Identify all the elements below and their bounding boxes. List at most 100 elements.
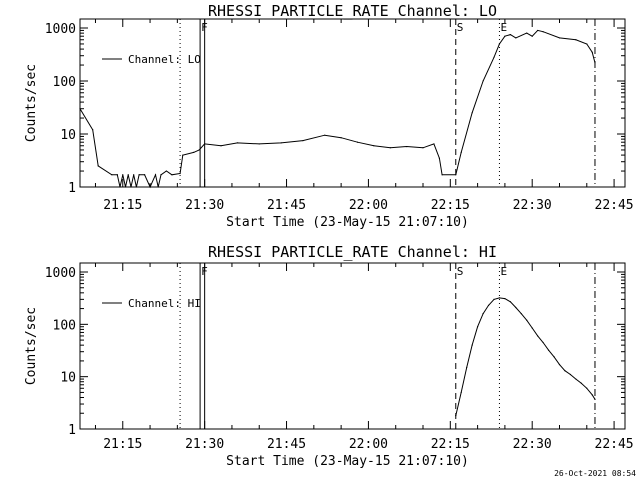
data-point	[487, 304, 490, 307]
y-tick-label: 10	[60, 371, 76, 386]
x-axis-label: Start Time (23-May-15 21:07:10)	[226, 454, 469, 469]
data-point	[138, 174, 140, 176]
data-point	[509, 301, 511, 303]
data-point	[340, 137, 342, 139]
data-point	[477, 326, 479, 328]
x-tick-label: 21:30	[185, 198, 224, 213]
data-point	[526, 32, 528, 34]
data-point	[537, 29, 539, 32]
data-point	[493, 298, 495, 300]
data-point	[531, 327, 533, 329]
y-axis-label: Counts/sec	[24, 64, 39, 142]
chart-panel-2: RHESSI PARTICLE_RATE Channel: HI 21:15 21:…	[24, 243, 634, 469]
x-tick-label: 22:45	[595, 437, 634, 452]
x-tick-label: 21:45	[267, 437, 306, 452]
data-point	[558, 364, 561, 366]
data-point	[258, 143, 260, 145]
y-tick-label: 1	[68, 181, 76, 196]
data-point	[154, 174, 157, 176]
data-point	[143, 174, 146, 176]
data-point	[471, 112, 473, 114]
data-point	[553, 356, 555, 358]
data-point	[594, 62, 596, 64]
data-point	[504, 35, 506, 37]
data-point	[455, 174, 457, 176]
data-point	[171, 174, 173, 176]
chart-panel-1: RHESSI PARTICLE_RATE Channel: LO 21:15 21:…	[24, 2, 634, 230]
data-point	[130, 186, 132, 188]
data-point	[122, 174, 124, 176]
data-point	[455, 415, 457, 417]
plot-frame	[79, 18, 626, 188]
event-marker-label: S	[457, 265, 464, 278]
event-marker-label: E	[500, 265, 507, 278]
data-point	[515, 37, 517, 39]
x-tick-label: 21:45	[267, 198, 306, 213]
data-point	[179, 172, 181, 175]
series-line-1	[455, 297, 596, 416]
data-point	[433, 143, 435, 145]
x-tick-label: 21:15	[103, 437, 142, 452]
y-axis-label: Counts/sec	[24, 307, 39, 385]
data-point	[591, 394, 593, 396]
data-point	[509, 34, 511, 36]
data-point	[119, 186, 121, 188]
x-tick-label: 21:30	[185, 437, 224, 452]
data-point	[586, 43, 588, 45]
y-tick-label: 10	[60, 128, 76, 143]
data-point	[373, 145, 375, 147]
data-point	[389, 147, 391, 149]
data-point	[124, 186, 127, 188]
data-point	[537, 335, 539, 337]
data-point	[498, 43, 501, 45]
x-tick-label: 22:15	[431, 437, 470, 452]
data-point	[157, 186, 159, 188]
data-point	[220, 145, 222, 147]
data-point	[575, 378, 577, 380]
legend-label: Channel: HI	[128, 297, 201, 310]
data-point	[116, 174, 118, 176]
data-point	[111, 174, 113, 176]
data-point	[542, 31, 544, 33]
data-point	[79, 108, 81, 110]
data-point	[547, 349, 550, 351]
data-point	[165, 170, 168, 172]
data-point	[324, 134, 326, 136]
data-point	[198, 149, 200, 151]
data-point	[515, 306, 517, 309]
data-point	[580, 382, 582, 384]
y-tick-label: 100	[53, 318, 76, 333]
data-point	[441, 174, 443, 176]
x-tick-label: 22:15	[431, 198, 470, 213]
data-point	[356, 141, 359, 143]
data-point	[564, 370, 566, 372]
data-point	[542, 341, 544, 344]
data-point	[558, 37, 561, 39]
data-point	[193, 151, 195, 153]
data-point	[466, 366, 468, 369]
x-tick-label: 22:30	[513, 198, 552, 213]
series-line-1	[79, 29, 596, 189]
data-point	[280, 142, 282, 144]
data-point	[236, 142, 239, 144]
data-point	[204, 143, 206, 145]
data-point	[586, 387, 588, 389]
event-marker-label: S	[457, 21, 464, 34]
data-point	[569, 373, 572, 376]
y-tick-label: 1000	[45, 22, 76, 37]
legend-label: Channel: LO	[128, 53, 201, 66]
plot-frame	[79, 262, 626, 430]
data-point	[504, 298, 506, 300]
data-point	[92, 129, 94, 131]
y-tick-label: 100	[53, 75, 76, 90]
data-point	[406, 145, 408, 148]
data-point	[182, 154, 184, 156]
x-tick-label: 22:45	[595, 198, 634, 213]
data-point	[526, 319, 528, 321]
data-point	[493, 56, 495, 58]
data-point	[460, 151, 462, 153]
data-point	[531, 35, 533, 37]
data-point	[471, 344, 473, 346]
data-point	[97, 165, 99, 167]
